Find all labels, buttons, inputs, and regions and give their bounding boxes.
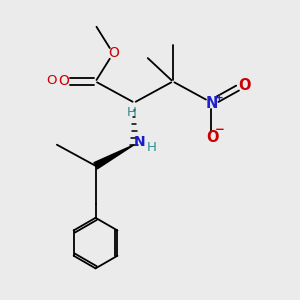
Text: +: + [215, 93, 224, 103]
Text: H: H [126, 106, 136, 119]
Polygon shape [94, 145, 134, 169]
Text: O: O [238, 77, 251, 92]
Text: O: O [206, 130, 218, 145]
Text: −: − [214, 124, 224, 136]
Text: O: O [46, 74, 57, 87]
Text: H: H [147, 141, 157, 154]
Text: O: O [58, 74, 69, 88]
Text: N: N [206, 96, 218, 111]
Text: N: N [134, 135, 145, 149]
Text: O: O [108, 46, 119, 60]
